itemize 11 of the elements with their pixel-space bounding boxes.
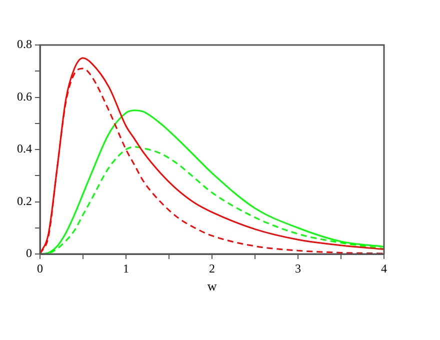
y-tick-label: 0.8 <box>17 37 32 52</box>
x-axis-title: w <box>207 278 218 294</box>
x-tick-label: 4 <box>381 261 387 276</box>
y-tick-label: 0.4 <box>17 142 32 156</box>
x-tick-label: 1 <box>123 261 129 276</box>
y-tick-label: 0.2 <box>17 194 32 208</box>
x-tick-label: 2 <box>209 261 215 276</box>
y-tick-label: 0 <box>26 246 32 260</box>
x-tick-label: 3 <box>295 261 301 276</box>
y-tick-label: 0.6 <box>17 89 32 104</box>
x-tick-label: 0 <box>37 261 43 276</box>
